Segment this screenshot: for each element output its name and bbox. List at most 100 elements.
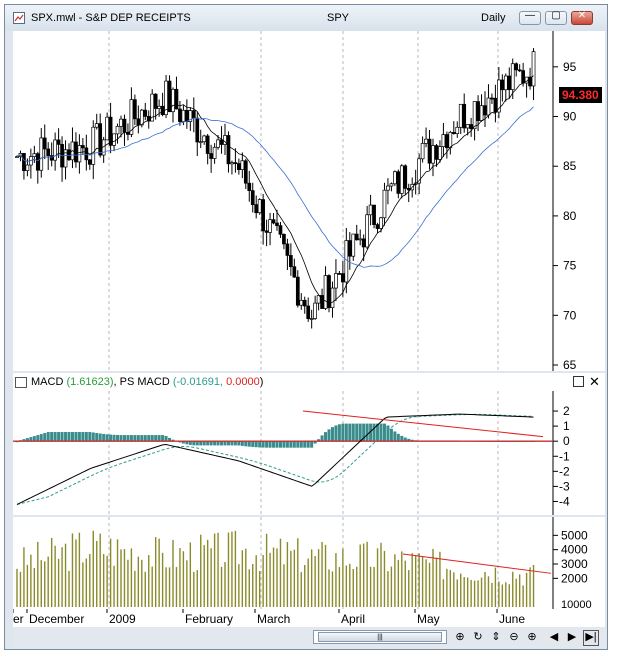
candle-body [226,135,231,165]
histogram-bar [70,432,74,442]
candle-body [323,275,328,309]
candle-body [264,230,269,233]
candle-body [393,171,397,185]
histogram-bar [147,435,151,442]
y-tick-label: 2 [563,404,570,418]
candle-body [185,109,189,122]
scroll-thumb[interactable]: ||| [318,632,442,642]
chart-app-icon [13,12,25,24]
candle-body [105,116,109,141]
histogram-bar [244,441,248,447]
candle-body [63,149,68,168]
histogram-bar [289,441,293,448]
histogram-bar [303,441,307,448]
candle-body [243,160,248,184]
candle-body [98,123,103,156]
candle-body [368,204,373,216]
histogram-bar [164,435,168,442]
ps-value-close: ) [259,376,264,388]
end-icon[interactable]: ▶| [583,630,599,646]
histogram-bar [91,432,95,442]
volume-pane[interactable]: 5000 4000 3000 2000 10000 [13,517,605,611]
histogram-bar [376,423,380,442]
horizontal-scrollbar[interactable]: ||| [313,630,447,644]
histogram-bar [341,423,345,442]
candle-body [25,164,30,171]
candle-body [483,105,487,116]
minimize-button[interactable]: — [519,10,541,25]
candle-body [212,146,217,159]
candle-body [278,225,283,235]
histogram-bar [129,435,133,442]
candle-body [240,160,245,170]
histogram-bar [330,427,334,442]
candle-body [219,139,224,145]
candle-body [514,63,519,71]
zoom-reset-icon[interactable]: ⊕ [455,631,465,643]
histogram-bar [185,441,189,445]
scroll-right-icon[interactable]: ▶ [567,631,577,643]
histogram-bar [268,441,272,448]
close-button[interactable]: ✕ [571,10,593,25]
title-bar[interactable]: SPX.mwl - S&P DEP RECEIPTS SPY Daily — ▢… [5,5,607,31]
scale-icon[interactable]: ⇕ [491,631,501,643]
x-tick-label: March [257,612,290,626]
candle-body [268,219,272,233]
histogram-bar [306,441,310,448]
histogram-bar [403,437,407,442]
histogram-bar [195,441,199,446]
y-tick-label: -3 [559,479,570,493]
histogram-bar [278,441,282,448]
histogram-bar [140,435,144,442]
candle-body [237,163,241,170]
y-tick-label: 70 [563,308,577,322]
macd-pane[interactable]: 2 1 0 -1 -2 -3 -4 [13,391,605,515]
candle-body [528,76,532,87]
candle-body [191,110,196,119]
zoom-in-icon[interactable]: ⊕ [527,631,537,643]
candle-body [469,124,473,130]
macd-value: (1.61623) [66,376,114,388]
candle-body [375,224,380,229]
chart-window: SPX.mwl - S&P DEP RECEIPTS SPY Daily — ▢… [4,4,608,650]
candle-body [129,99,134,135]
candle-body [49,155,54,161]
candle-body [330,287,335,309]
candle-body [431,145,435,164]
histogram-bar [299,441,303,448]
histogram-bar [136,435,140,442]
candle-body [379,217,383,229]
candle-body [476,101,480,121]
histogram-bar [261,441,265,448]
histogram-bar [386,425,390,442]
y-tick-label: 95 [563,60,577,74]
histogram-bar [29,437,33,442]
histogram-bar [202,441,206,446]
histogram-bar [154,435,158,442]
candle-body [198,141,203,144]
y-tick-label: 5000 [561,528,588,542]
histogram-bar [327,429,331,442]
histogram-bar [209,441,213,446]
x-tick-label: June [499,612,525,626]
scroll-left-icon[interactable]: ◀ [549,631,559,643]
candle-body [164,80,168,116]
macd-chart: 210-1-2-3-4 [13,391,570,515]
maximize-pane-button[interactable] [573,376,584,387]
close-pane-button[interactable]: ✕ [589,374,600,389]
price-pane[interactable]: 95 90 85 80 75 70 65 94.380 [13,31,605,372]
candle-body [209,153,213,159]
candle-body [46,148,51,156]
candle-body [399,165,404,194]
candle-body [365,214,369,248]
zoom-out-icon[interactable]: ⊖ [509,631,519,643]
histogram-bar [32,436,36,442]
candle-body [441,134,446,147]
histogram-bar [382,423,386,442]
histogram-bar [223,441,227,446]
x-tick-label: er [13,612,24,626]
refresh-icon[interactable]: ↻ [473,631,483,643]
candle-body [306,305,311,319]
maximize-button[interactable]: ▢ [545,10,567,25]
histogram-bar [122,435,126,442]
